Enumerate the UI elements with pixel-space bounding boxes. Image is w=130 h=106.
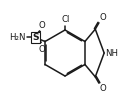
Text: H₂N: H₂N [9, 33, 25, 42]
Text: O: O [38, 45, 45, 54]
Text: O: O [99, 84, 106, 93]
Text: NH: NH [105, 49, 118, 57]
Text: O: O [38, 21, 45, 30]
Text: Cl: Cl [61, 15, 70, 24]
Text: S: S [32, 33, 39, 42]
Text: O: O [99, 13, 106, 22]
